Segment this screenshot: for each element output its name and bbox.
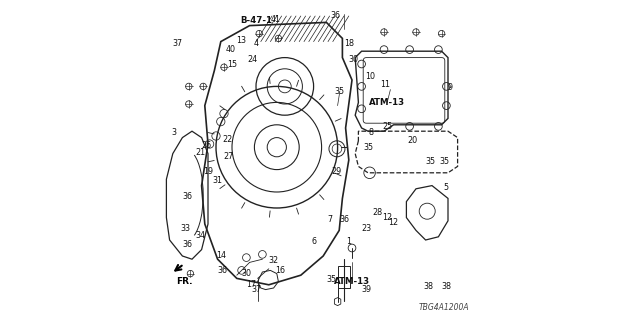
Text: 37: 37 xyxy=(251,285,261,294)
Text: B-47-1: B-47-1 xyxy=(240,16,272,25)
Text: 36: 36 xyxy=(339,215,349,224)
Text: 35: 35 xyxy=(363,143,373,152)
Text: 14: 14 xyxy=(216,252,226,260)
Text: 41: 41 xyxy=(270,15,280,24)
Text: 40: 40 xyxy=(225,45,236,54)
Text: 20: 20 xyxy=(408,136,418,145)
Text: 6: 6 xyxy=(311,237,316,246)
Text: 10: 10 xyxy=(365,72,376,81)
Text: ATM-13: ATM-13 xyxy=(334,277,370,286)
Text: 28: 28 xyxy=(372,208,382,217)
Text: 9: 9 xyxy=(447,83,452,92)
Text: 31: 31 xyxy=(212,176,223,185)
Text: 37: 37 xyxy=(173,39,182,48)
Text: ATM-13: ATM-13 xyxy=(369,98,405,107)
Text: 3: 3 xyxy=(172,128,177,137)
Text: 13: 13 xyxy=(237,36,246,44)
Text: 25: 25 xyxy=(382,122,392,131)
Text: 11: 11 xyxy=(381,80,390,89)
Text: 35: 35 xyxy=(326,276,336,284)
Text: 29: 29 xyxy=(331,167,341,176)
Text: 19: 19 xyxy=(203,167,213,176)
Text: 32: 32 xyxy=(269,256,278,265)
Text: 36: 36 xyxy=(182,192,192,201)
Text: 12: 12 xyxy=(382,213,392,222)
Text: 35: 35 xyxy=(426,157,435,166)
Text: 18: 18 xyxy=(344,39,355,48)
Text: 34: 34 xyxy=(195,231,205,240)
Text: 26: 26 xyxy=(202,141,211,150)
Text: 4: 4 xyxy=(253,39,259,48)
Text: 5: 5 xyxy=(444,183,449,192)
Text: 27: 27 xyxy=(223,152,234,161)
Text: 17: 17 xyxy=(246,280,256,289)
Text: FR.: FR. xyxy=(176,277,192,286)
Text: 1: 1 xyxy=(346,237,351,246)
Bar xyxy=(338,266,351,288)
Text: 33: 33 xyxy=(180,224,190,233)
Text: 30: 30 xyxy=(349,55,358,64)
Text: 36: 36 xyxy=(218,266,227,275)
Text: 15: 15 xyxy=(227,60,237,68)
Text: 7: 7 xyxy=(327,215,332,224)
Text: 39: 39 xyxy=(362,285,371,294)
Text: TBG4A1200A: TBG4A1200A xyxy=(418,303,468,312)
Text: 23: 23 xyxy=(362,224,371,233)
Text: 24: 24 xyxy=(248,55,258,64)
Text: 38: 38 xyxy=(442,282,451,291)
Text: 38: 38 xyxy=(424,282,434,291)
Text: 36: 36 xyxy=(182,240,192,249)
Text: 35: 35 xyxy=(335,87,345,96)
Text: 35: 35 xyxy=(440,157,450,166)
Text: 21: 21 xyxy=(195,148,205,156)
Text: 12: 12 xyxy=(388,218,399,227)
Text: 22: 22 xyxy=(222,135,232,144)
Text: 8: 8 xyxy=(369,128,374,137)
Text: 36: 36 xyxy=(330,11,340,20)
Text: 16: 16 xyxy=(275,266,285,275)
Text: 30: 30 xyxy=(241,269,252,278)
